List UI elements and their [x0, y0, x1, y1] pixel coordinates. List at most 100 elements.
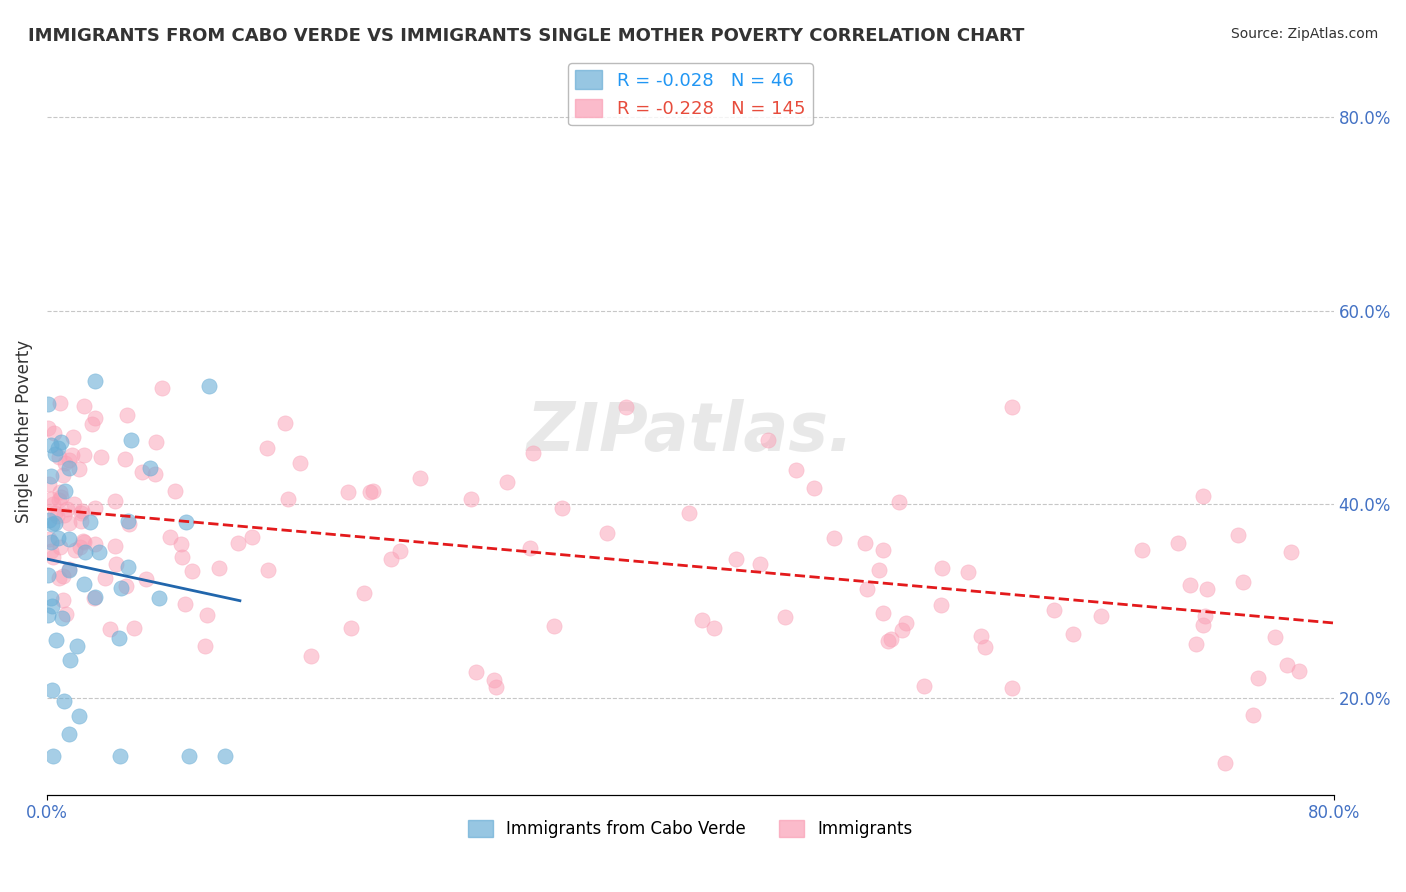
Point [59, 652, 82, 666]
Point [1197, 582, 1219, 596]
Point [1043, 603, 1066, 617]
Point [758, 433, 780, 447]
Point [887, 495, 910, 509]
Point [58, 460, 80, 475]
Text: IMMIGRANTS FROM CABO VERDE VS IMMIGRANTS SINGLE MOTHER POVERTY CORRELATION CHART: IMMIGRANTS FROM CABO VERDE VS IMMIGRANTS… [28, 27, 1025, 45]
Point [120, 434, 142, 448]
Point [84, 591, 107, 605]
Text: ZIPatlas.: ZIPatlas. [527, 399, 853, 465]
Point [115, 408, 138, 422]
Point [44, 516, 66, 531]
Point [614, 401, 637, 415]
Point [60, 448, 83, 462]
Point [118, 517, 141, 532]
Point [48, 450, 70, 464]
Point [110, 582, 132, 596]
Point [931, 560, 953, 574]
Point [1192, 489, 1215, 503]
Point [195, 608, 218, 623]
Point [131, 466, 153, 480]
Text: Source: ZipAtlas.com: Source: ZipAtlas.com [1230, 27, 1378, 41]
Point [65, 639, 87, 653]
Point [1130, 543, 1153, 558]
Point [104, 539, 127, 553]
Point [84, 537, 107, 551]
Point [703, 621, 725, 635]
Point [359, 484, 381, 499]
Point [1264, 630, 1286, 644]
Point [53, 456, 76, 470]
Point [49, 541, 72, 555]
Point [868, 563, 890, 577]
Point [67, 709, 90, 723]
Point [39, 534, 62, 549]
Point [45, 508, 67, 523]
Point [257, 563, 280, 577]
Point [108, 749, 131, 764]
Point [63, 543, 86, 558]
Point [877, 634, 900, 648]
Point [749, 557, 772, 571]
Point [974, 640, 997, 654]
Point [135, 572, 157, 586]
Point [339, 621, 361, 635]
Point [880, 632, 903, 646]
Point [87, 545, 110, 559]
Point [872, 607, 894, 621]
Point [159, 530, 181, 544]
Point [519, 541, 541, 555]
Point [803, 481, 825, 495]
Point [53, 694, 76, 708]
Point [148, 591, 170, 606]
Point [785, 463, 807, 477]
Point [522, 446, 544, 460]
Point [90, 450, 112, 465]
Point [1215, 756, 1237, 770]
Point [1241, 708, 1264, 723]
Point [380, 552, 402, 566]
Point [174, 516, 197, 530]
Point [37, 608, 59, 623]
Point [48, 493, 70, 508]
Point [122, 621, 145, 635]
Point [1090, 608, 1112, 623]
Point [1277, 657, 1299, 672]
Point [596, 526, 619, 541]
Point [42, 497, 65, 511]
Point [409, 471, 432, 485]
Point [49, 435, 72, 450]
Point [58, 532, 80, 546]
Point [485, 680, 508, 694]
Point [460, 492, 482, 507]
Point [73, 577, 96, 591]
Point [773, 609, 796, 624]
Point [678, 506, 700, 520]
Point [890, 623, 912, 637]
Point [388, 544, 411, 558]
Point [256, 441, 278, 455]
Point [73, 399, 96, 413]
Point [94, 571, 117, 585]
Point [38, 513, 60, 527]
Point [277, 492, 299, 507]
Point [226, 536, 249, 550]
Y-axis label: Single Mother Poverty: Single Mother Poverty [15, 340, 32, 524]
Point [872, 543, 894, 558]
Point [41, 683, 63, 698]
Point [53, 483, 76, 498]
Point [170, 549, 193, 564]
Point [73, 544, 96, 558]
Point [84, 411, 107, 425]
Point [44, 446, 66, 460]
Point [83, 591, 105, 605]
Point [79, 516, 101, 530]
Point [214, 749, 236, 764]
Point [69, 506, 91, 520]
Point [41, 491, 63, 506]
Point [150, 381, 173, 395]
Point [970, 629, 993, 643]
Point [194, 639, 217, 653]
Point [105, 558, 128, 572]
Point [1279, 545, 1302, 559]
Point [1000, 681, 1022, 695]
